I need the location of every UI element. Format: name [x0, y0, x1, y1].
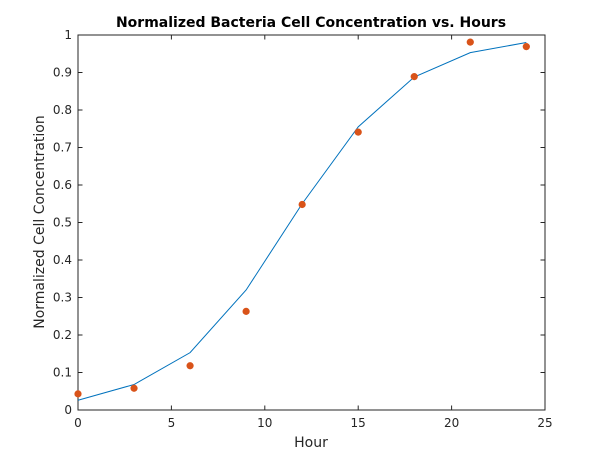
data-point — [354, 128, 362, 136]
x-tick-label: 5 — [168, 416, 176, 430]
data-point — [522, 43, 530, 51]
y-tick-label: 0.9 — [53, 66, 72, 80]
series-layer — [74, 38, 530, 401]
y-tick-label: 0.7 — [53, 141, 72, 155]
chart-title: Normalized Bacteria Cell Concentration v… — [116, 15, 506, 31]
y-tick-label: 0.8 — [53, 103, 72, 117]
data-point — [242, 307, 250, 315]
data-point — [74, 390, 82, 398]
y-tick-label: 0.2 — [53, 328, 72, 342]
y-tick-label: 0.6 — [53, 178, 72, 192]
x-axis-ticks: 0 5 10 15 20 25 — [74, 35, 553, 430]
y-axis-label: Normalized Cell Concentration — [32, 115, 48, 329]
data-point — [186, 362, 194, 370]
y-tick-label: 0.4 — [53, 253, 72, 267]
y-tick-label: 0.3 — [53, 291, 72, 305]
x-tick-label: 25 — [537, 416, 552, 430]
plot-box — [77, 34, 546, 411]
y-tick-label: 1 — [64, 28, 72, 42]
x-axis-label: Hour — [294, 435, 328, 451]
x-tick-label: 15 — [351, 416, 366, 430]
y-tick-label: 0.5 — [53, 216, 72, 230]
x-tick-label: 0 — [74, 416, 82, 430]
data-point — [466, 38, 474, 46]
y-tick-label: 0.1 — [53, 366, 72, 380]
x-tick-label: 10 — [257, 416, 272, 430]
data-point — [410, 73, 418, 81]
y-tick-label: 0 — [64, 403, 72, 417]
data-point — [130, 384, 138, 392]
x-tick-label: 20 — [444, 416, 459, 430]
y-axis-ticks: 0 0.1 0.2 0.3 0.4 0.5 0.6 0.7 0.8 0.9 1 — [53, 28, 545, 417]
plot-area — [77, 34, 546, 411]
data-point — [298, 200, 306, 209]
